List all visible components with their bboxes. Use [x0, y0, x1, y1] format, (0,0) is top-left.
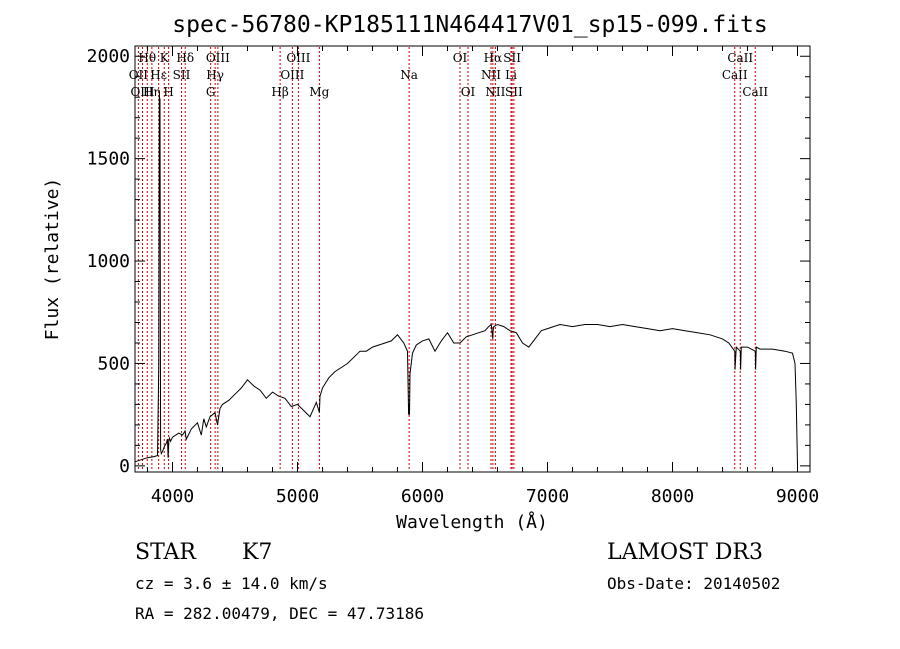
line-label: OIII: [206, 51, 230, 65]
line-label: OIII: [286, 51, 310, 65]
y-tick-label: 1500: [87, 149, 130, 170]
x-axis-label: Wavelength (Å): [396, 511, 548, 533]
x-tick-label: 9000: [776, 486, 819, 507]
line-label: OIII: [130, 85, 154, 99]
line-label: OIII: [280, 68, 304, 82]
line-label: H: [163, 85, 173, 99]
line-label: NII: [485, 85, 505, 99]
spectrum-series: [134, 97, 798, 466]
line-label: SII: [503, 51, 521, 65]
y-tick-label: 500: [97, 353, 130, 374]
coordinates-readout: RA = 282.00479, DEC = 47.73186: [135, 604, 424, 623]
line-label: Hβ: [271, 85, 288, 99]
object-subclass: K7: [242, 540, 273, 565]
line-label: Na: [400, 68, 418, 82]
line-label: Hα: [484, 51, 503, 65]
line-label: Hθ: [138, 51, 156, 65]
line-label: CaII: [742, 85, 768, 99]
plot-frame: [134, 45, 811, 473]
x-tick-label: 6000: [401, 486, 444, 507]
object-class: STAR: [135, 540, 196, 565]
y-axis-ticks: 0 500 1000 1500 2000: [87, 46, 810, 477]
spectrum-layer: [134, 97, 798, 466]
line-label: OI: [453, 51, 468, 65]
line-label: G: [206, 85, 216, 99]
redshift-readout: cz = 3.6 ± 14.0 km/s: [135, 574, 328, 593]
line-label: SII: [505, 85, 523, 99]
line-label: Hη: [143, 85, 161, 99]
line-label: Mg: [309, 85, 329, 99]
line-label: OI: [461, 85, 476, 99]
y-tick-label: 2000: [87, 46, 130, 67]
x-tick-label: 5000: [276, 486, 319, 507]
line-label: Hδ: [176, 51, 194, 65]
line-label: K: [160, 51, 170, 65]
obs-date: Obs-Date: 20140502: [607, 574, 781, 593]
x-tick-label: 4000: [151, 486, 194, 507]
line-markers: [137, 47, 756, 471]
line-label: Hγ: [206, 68, 224, 82]
line-label: CaII: [722, 68, 748, 82]
x-tick-label: 8000: [651, 486, 694, 507]
survey-name: LAMOST DR3: [607, 540, 763, 565]
x-tick-label: 7000: [526, 486, 569, 507]
line-label: OII: [129, 68, 149, 82]
line-label: Li: [505, 68, 517, 82]
x-axis-ticks: 4000 5000 6000 7000 8000 9000: [147, 46, 819, 507]
line-label: SII: [173, 68, 191, 82]
y-axis-label: Flux (relative): [42, 178, 63, 341]
chart-title: spec-56780-KP185111N464417V01_sp15-099.f…: [172, 12, 767, 38]
line-label: Hε: [150, 68, 167, 82]
y-tick-label: 0: [119, 456, 130, 477]
line-label: CaII: [727, 51, 753, 65]
line-label: NII: [481, 68, 501, 82]
y-tick-label: 1000: [87, 251, 130, 272]
